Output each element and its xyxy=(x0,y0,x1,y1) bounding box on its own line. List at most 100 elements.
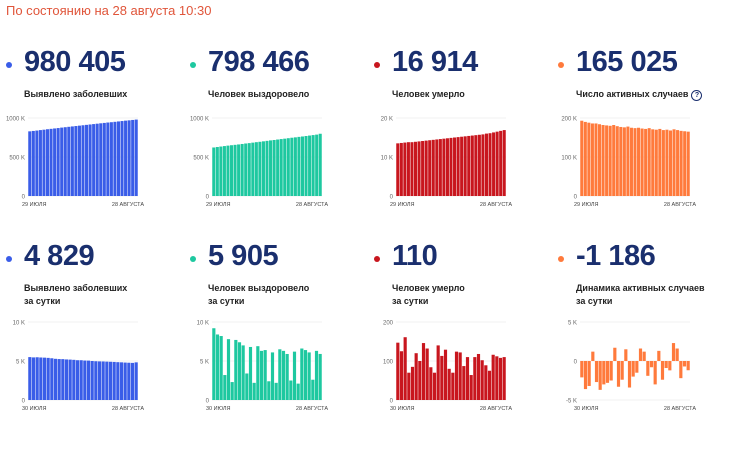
y-tick-label: 100 xyxy=(383,360,394,366)
stat-label: Человек умерло за сутки xyxy=(392,282,465,308)
chart-bar xyxy=(293,137,297,196)
stat-label-line: Выявлено заболевших xyxy=(24,89,128,99)
chart-bar xyxy=(248,346,253,400)
chart-bar xyxy=(259,350,264,400)
chart-bar xyxy=(230,382,234,400)
as-of-timestamp: По состоянию на 28 августа 10:30 xyxy=(6,3,212,18)
y-tick-label: 0 xyxy=(206,399,210,405)
y-tick-label: 5 K xyxy=(200,360,209,366)
chart-bar xyxy=(42,357,47,400)
chart-bar xyxy=(74,126,78,196)
x-end-label: 28 АВГУСТА xyxy=(480,202,512,208)
x-start-label: 30 ИЮЛЯ xyxy=(22,406,47,412)
y-tick-label: 200 K xyxy=(561,117,577,123)
chart-bar xyxy=(626,126,630,196)
x-start-label: 30 ИЮЛЯ xyxy=(206,406,231,412)
chart-bar xyxy=(675,348,679,361)
chart-bar xyxy=(629,127,633,196)
chart-bar xyxy=(307,352,311,400)
question-icon[interactable]: ? xyxy=(691,90,703,101)
chart-bar xyxy=(226,145,230,196)
stat-card-deaths: 16 914 Человек умерло 0 10 K 20 K 29 ИЮЛЯ 28 А… xyxy=(374,46,554,256)
chart-bar xyxy=(418,361,422,400)
y-tick-label: 10 K xyxy=(381,156,393,162)
chart-bar xyxy=(637,127,641,196)
chart-bar xyxy=(254,142,258,196)
chart-bar xyxy=(245,373,249,400)
chart-bar xyxy=(215,147,219,196)
chart-bar xyxy=(85,124,89,196)
chart-bar xyxy=(261,141,265,196)
chart-bar xyxy=(270,352,275,400)
y-tick-label: -5 K xyxy=(566,399,577,405)
chart-bar xyxy=(469,375,473,400)
chart-bar xyxy=(109,122,113,196)
chart-bar xyxy=(429,367,433,400)
stat-card-recovered: 798 466 Человек выздоровело 0 500 K 1000 K 29… xyxy=(190,46,370,256)
chart-bar xyxy=(668,361,672,371)
chart-bar xyxy=(449,137,453,196)
chart-bar xyxy=(587,122,591,196)
x-start-label: 29 ИЮЛЯ xyxy=(574,202,599,208)
chart-bar xyxy=(445,138,449,196)
chart-bar xyxy=(620,361,624,380)
chart-bar xyxy=(38,130,42,196)
chart-bar xyxy=(31,357,36,400)
chart-bar xyxy=(594,123,598,196)
chart-bar xyxy=(432,372,437,400)
chart-bar xyxy=(458,352,462,400)
chart-bar xyxy=(619,126,623,196)
chart-bar xyxy=(308,135,312,196)
chart-bar xyxy=(679,130,683,196)
x-start-label: 29 ИЮЛЯ xyxy=(390,202,415,208)
chart-bar xyxy=(396,342,400,400)
y-tick-label: 0 xyxy=(206,195,210,201)
chart-bar xyxy=(410,366,415,400)
chart-bar xyxy=(292,351,297,400)
x-start-label: 29 ИЮЛЯ xyxy=(22,202,47,208)
chart-bar xyxy=(212,147,216,196)
legend-dot xyxy=(6,62,12,68)
chart-bar xyxy=(443,349,448,400)
chart-bar xyxy=(281,350,286,400)
chart-bar xyxy=(413,141,418,196)
chart-bar xyxy=(453,137,457,196)
stat-label-line: за сутки xyxy=(392,296,429,306)
chart-bar xyxy=(274,382,278,400)
chart-bar xyxy=(605,361,610,383)
stat-value: 5 905 xyxy=(208,240,279,272)
legend-dot xyxy=(374,62,380,68)
bar-chart: 0 500 K 1000 K 29 ИЮЛЯ 28 АВГУСТА xyxy=(6,117,144,209)
chart-bar xyxy=(49,128,53,196)
stat-value: 110 xyxy=(392,240,438,272)
stat-label-line: Число активных случаев? xyxy=(576,88,703,101)
y-tick-label: 200 xyxy=(383,321,394,327)
stat-value: 4 829 xyxy=(24,240,95,272)
chart-bar xyxy=(212,328,216,400)
chart-bar xyxy=(654,129,658,196)
chart-bar xyxy=(112,361,116,400)
chart-bar xyxy=(601,125,605,196)
chart-bar xyxy=(580,361,584,378)
chart-bar xyxy=(580,120,584,196)
chart-bar xyxy=(476,353,481,400)
chart-bar xyxy=(290,137,294,196)
chart-bar xyxy=(484,365,488,400)
chart-bar xyxy=(594,361,599,383)
y-tick-label: 0 xyxy=(390,195,394,201)
chart-bar xyxy=(502,130,506,196)
y-tick-label: 1000 K xyxy=(6,117,25,123)
chart-bar xyxy=(134,119,138,196)
stat-value: 165 025 xyxy=(576,46,678,78)
chart-bar xyxy=(646,361,650,376)
chart-bar xyxy=(81,125,85,196)
chart-bar xyxy=(72,359,76,400)
y-tick-label: 100 K xyxy=(561,156,577,162)
chart-bar xyxy=(613,347,617,361)
x-start-label: 29 ИЮЛЯ xyxy=(206,202,231,208)
chart-bar xyxy=(467,135,471,196)
chart-bar xyxy=(481,134,485,196)
chart-bar xyxy=(631,361,635,377)
y-tick-label: 20 K xyxy=(381,117,393,123)
chart-bar xyxy=(269,140,273,196)
